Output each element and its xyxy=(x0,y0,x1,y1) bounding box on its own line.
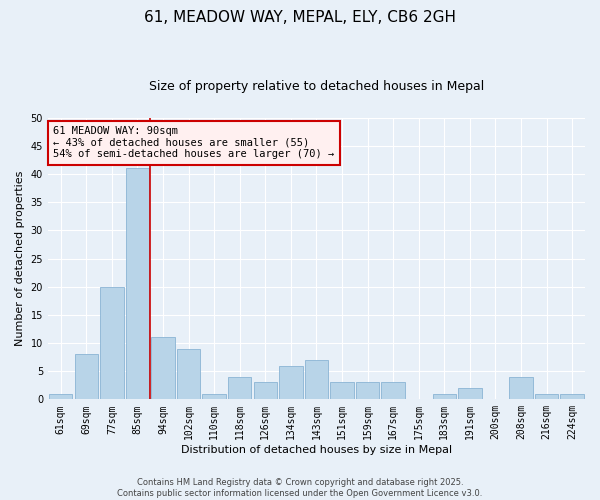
Bar xyxy=(305,360,328,400)
Bar xyxy=(279,366,302,400)
Bar xyxy=(356,382,379,400)
Bar xyxy=(74,354,98,400)
X-axis label: Distribution of detached houses by size in Mepal: Distribution of detached houses by size … xyxy=(181,445,452,455)
Bar xyxy=(151,338,175,400)
Title: Size of property relative to detached houses in Mepal: Size of property relative to detached ho… xyxy=(149,80,484,93)
Bar xyxy=(177,348,200,400)
Bar xyxy=(254,382,277,400)
Bar xyxy=(202,394,226,400)
Bar xyxy=(228,377,251,400)
Bar xyxy=(49,394,73,400)
Bar xyxy=(458,388,482,400)
Bar xyxy=(560,394,584,400)
Bar xyxy=(433,394,456,400)
Bar xyxy=(535,394,559,400)
Bar xyxy=(125,168,149,400)
Text: 61, MEADOW WAY, MEPAL, ELY, CB6 2GH: 61, MEADOW WAY, MEPAL, ELY, CB6 2GH xyxy=(144,10,456,25)
Bar xyxy=(382,382,405,400)
Text: 61 MEADOW WAY: 90sqm
← 43% of detached houses are smaller (55)
54% of semi-detac: 61 MEADOW WAY: 90sqm ← 43% of detached h… xyxy=(53,126,335,160)
Y-axis label: Number of detached properties: Number of detached properties xyxy=(15,171,25,346)
Text: Contains HM Land Registry data © Crown copyright and database right 2025.
Contai: Contains HM Land Registry data © Crown c… xyxy=(118,478,482,498)
Bar xyxy=(330,382,354,400)
Bar xyxy=(100,286,124,400)
Bar xyxy=(509,377,533,400)
